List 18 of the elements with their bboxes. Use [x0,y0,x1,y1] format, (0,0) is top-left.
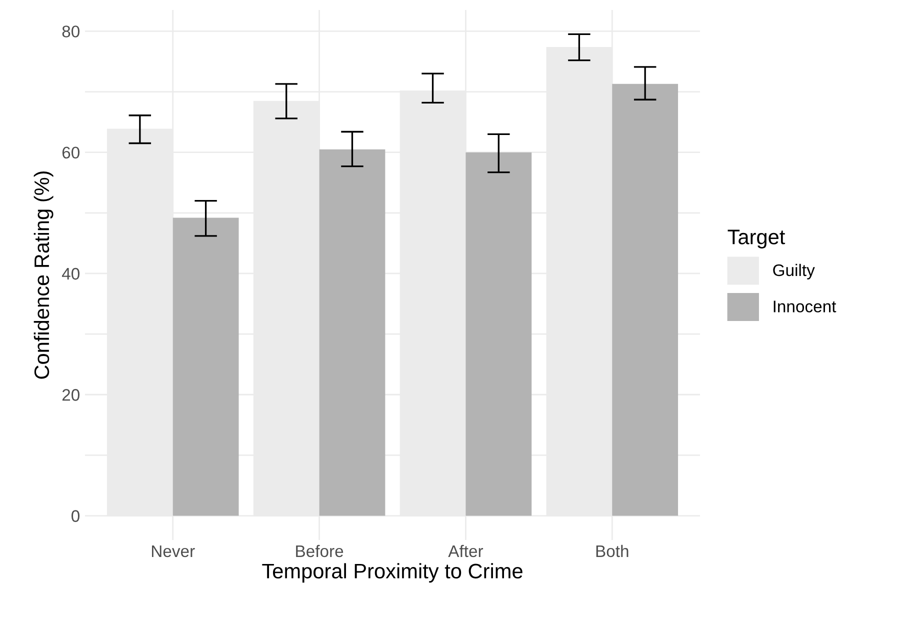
bar [466,152,532,516]
x-tick-label: Before [296,544,344,558]
legend-label: Innocent [774,300,836,312]
y-tick-label: 60 [62,146,80,159]
bar [319,149,386,516]
y-tick-label: 40 [62,268,80,280]
x-tick-label: Both [596,544,628,558]
x-tick-label: After [448,544,484,558]
legend-label: Guilty [773,264,815,280]
bar [172,218,239,516]
y-tick-label: 80 [62,26,80,38]
x-tick-label: Never [152,545,195,558]
y-axis-title: Confidence Rating (%) [34,171,54,379]
y-tick-label: 0 [72,510,80,522]
legend-title: Target [728,230,786,248]
x-axis-title: Temporal Proximity to Crime [262,563,522,583]
y-tick-label: 20 [62,389,80,401]
bar [612,84,678,516]
